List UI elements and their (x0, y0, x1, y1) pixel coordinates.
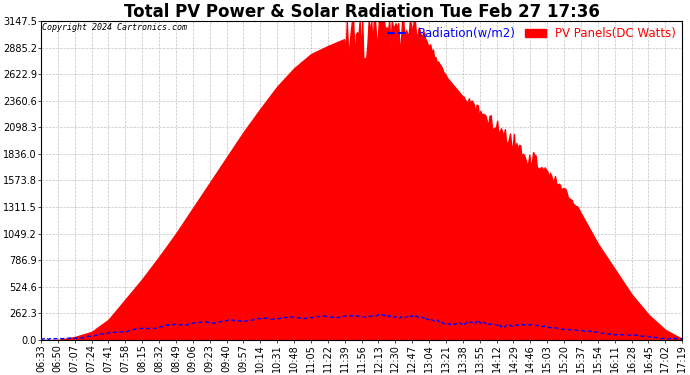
Legend: Radiation(w/m2), PV Panels(DC Watts): Radiation(w/m2), PV Panels(DC Watts) (382, 22, 681, 45)
Text: Copyright 2024 Cartronics.com: Copyright 2024 Cartronics.com (41, 22, 186, 32)
Title: Total PV Power & Solar Radiation Tue Feb 27 17:36: Total PV Power & Solar Radiation Tue Feb… (124, 3, 600, 21)
